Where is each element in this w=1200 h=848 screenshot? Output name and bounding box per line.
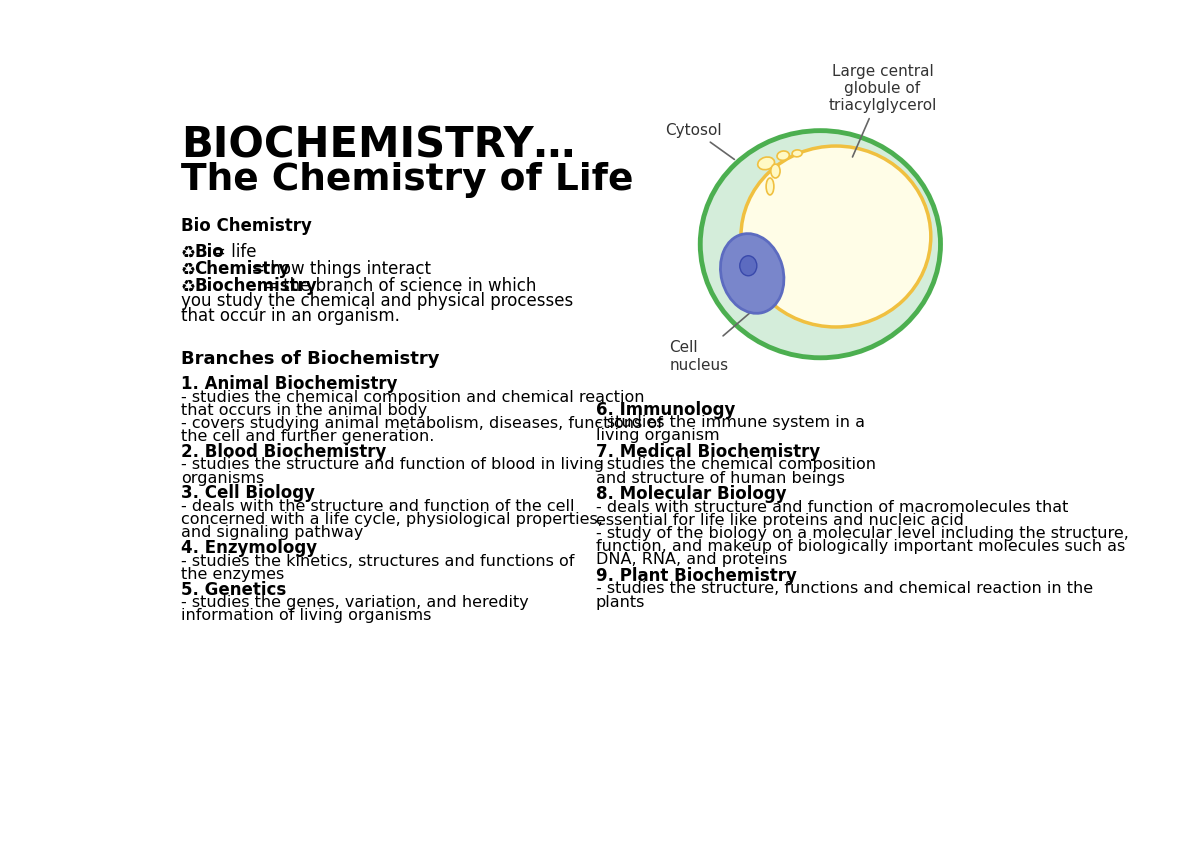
Text: information of living organisms: information of living organisms — [181, 608, 431, 623]
Ellipse shape — [770, 165, 780, 178]
Text: concerned with a life cycle, physiological properties,: concerned with a life cycle, physiologic… — [181, 512, 602, 527]
Text: Cell
nucleus: Cell nucleus — [670, 306, 758, 373]
Text: ♻: ♻ — [181, 243, 196, 260]
Text: 6. Immunology: 6. Immunology — [595, 400, 734, 419]
Text: Cytosol: Cytosol — [665, 123, 734, 159]
Ellipse shape — [740, 146, 931, 327]
Text: ♻: ♻ — [181, 259, 196, 277]
Text: 4. Enzymology: 4. Enzymology — [181, 539, 317, 557]
Text: Chemistry: Chemistry — [194, 259, 289, 277]
Text: BIOCHEMISTRY…: BIOCHEMISTRY… — [181, 125, 575, 167]
Text: - studies the kinetics, structures and functions of: - studies the kinetics, structures and f… — [181, 554, 575, 569]
Ellipse shape — [757, 157, 774, 170]
Ellipse shape — [739, 256, 757, 276]
Text: - studies the chemical composition and chemical reaction: - studies the chemical composition and c… — [181, 390, 644, 404]
Text: - deals with structure and function of macromolecules that: - deals with structure and function of m… — [595, 499, 1068, 515]
Text: - studies the structure and function of blood in living: - studies the structure and function of … — [181, 458, 604, 472]
Text: the enzymes: the enzymes — [181, 566, 284, 582]
Ellipse shape — [792, 150, 802, 157]
Text: Bio Chemistry: Bio Chemistry — [181, 217, 312, 235]
Text: - studies the immune system in a: - studies the immune system in a — [595, 416, 865, 430]
Ellipse shape — [778, 151, 790, 160]
Text: 1. Animal Biochemistry: 1. Animal Biochemistry — [181, 375, 397, 393]
Text: 7. Medical Biochemistry: 7. Medical Biochemistry — [595, 443, 820, 460]
Text: 5. Genetics: 5. Genetics — [181, 581, 287, 599]
Text: Biochemistry: Biochemistry — [194, 276, 317, 294]
Text: ♻: ♻ — [181, 276, 196, 294]
Text: that occur in an organism.: that occur in an organism. — [181, 307, 400, 326]
Text: and structure of human beings: and structure of human beings — [595, 471, 845, 486]
Ellipse shape — [766, 178, 774, 195]
Text: that occurs in the animal body: that occurs in the animal body — [181, 403, 427, 418]
Ellipse shape — [701, 131, 941, 358]
Text: 9. Plant Biochemistry: 9. Plant Biochemistry — [595, 566, 797, 585]
Text: 3. Cell Biology: 3. Cell Biology — [181, 484, 314, 503]
Text: = how things interact: = how things interact — [246, 259, 432, 277]
Text: DNA, RNA, and proteins: DNA, RNA, and proteins — [595, 552, 787, 567]
Text: living organism: living organism — [595, 428, 719, 444]
Text: Large central
globule of
triacylglycerol: Large central globule of triacylglycerol — [828, 64, 936, 157]
Text: - studies the chemical composition: - studies the chemical composition — [595, 458, 876, 472]
Text: you study the chemical and physical processes: you study the chemical and physical proc… — [181, 292, 574, 310]
Text: The Chemistry of Life: The Chemistry of Life — [181, 162, 634, 198]
Text: - covers studying animal metabolism, diseases, functions of: - covers studying animal metabolism, dis… — [181, 416, 662, 431]
Text: Bio: Bio — [194, 243, 224, 260]
Text: function, and makeup of biologically important molecules such as: function, and makeup of biologically imp… — [595, 539, 1124, 554]
Text: the cell and further generation.: the cell and further generation. — [181, 429, 434, 444]
Text: essential for life like proteins and nucleic acid: essential for life like proteins and nuc… — [595, 513, 964, 528]
Text: and signaling pathway: and signaling pathway — [181, 525, 364, 540]
Text: = the branch of science in which: = the branch of science in which — [264, 276, 536, 294]
Text: Branches of Biochemistry: Branches of Biochemistry — [181, 350, 439, 369]
Text: - studies the genes, variation, and heredity: - studies the genes, variation, and here… — [181, 595, 529, 611]
Text: 2. Blood Biochemistry: 2. Blood Biochemistry — [181, 443, 386, 460]
Text: organisms: organisms — [181, 471, 264, 486]
Text: - deals with the structure and function of the cell: - deals with the structure and function … — [181, 499, 575, 514]
Text: 8. Molecular Biology: 8. Molecular Biology — [595, 485, 786, 503]
Text: - studies the structure, functions and chemical reaction in the: - studies the structure, functions and c… — [595, 582, 1093, 596]
Text: plants: plants — [595, 594, 646, 610]
Ellipse shape — [720, 233, 784, 313]
Text: = life: = life — [211, 243, 256, 260]
Text: - study of the biology on a molecular level including the structure,: - study of the biology on a molecular le… — [595, 526, 1128, 541]
